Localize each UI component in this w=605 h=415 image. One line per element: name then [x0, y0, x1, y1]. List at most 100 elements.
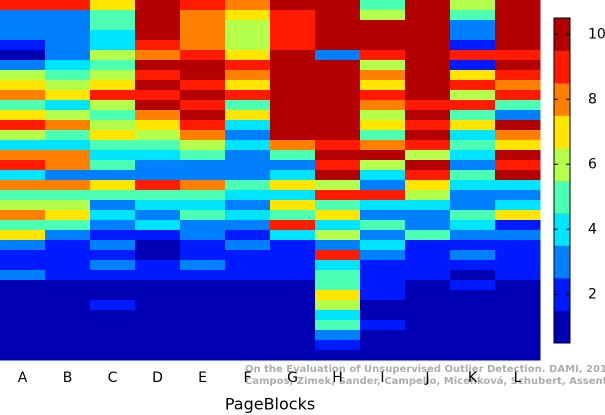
heatmap-cell — [180, 210, 226, 221]
heatmap-cell — [405, 30, 451, 41]
heatmap-cell — [90, 90, 136, 101]
heatmap-cell — [405, 10, 451, 21]
heatmap-cell — [0, 290, 46, 301]
heatmap-cell — [225, 80, 271, 91]
heatmap-cell — [225, 270, 271, 281]
heatmap-cell — [315, 190, 361, 201]
heatmap-cell — [450, 20, 496, 31]
heatmap-cell — [0, 20, 46, 31]
heatmap-cell — [405, 40, 451, 51]
heatmap-cell — [405, 260, 451, 271]
heatmap-cell — [225, 280, 271, 291]
heatmap-cell — [495, 240, 541, 251]
heatmap-cell — [450, 160, 496, 171]
heatmap-cell — [450, 230, 496, 241]
watermark: Campos, Zimek, Sander, Campello, Micenko… — [245, 375, 605, 387]
heatmap-cell — [495, 210, 541, 221]
heatmap-cell — [135, 110, 181, 121]
heatmap-cell — [315, 320, 361, 331]
heatmap-cell — [360, 110, 406, 121]
heatmap-cell — [180, 180, 226, 191]
heatmap-cell — [180, 120, 226, 131]
heatmap-cell — [360, 0, 406, 11]
heatmap-cell — [90, 330, 136, 341]
heatmap-cell — [450, 350, 496, 361]
heatmap-cell — [45, 290, 91, 301]
heatmap-cell — [135, 310, 181, 321]
heatmap-cell — [45, 210, 91, 221]
colorbar-band — [554, 148, 570, 181]
heatmap-cell — [495, 320, 541, 331]
heatmap-cell — [495, 270, 541, 281]
heatmap-cell — [180, 30, 226, 41]
heatmap-cell — [405, 200, 451, 211]
heatmap-cell — [450, 310, 496, 321]
heatmap-cell — [315, 90, 361, 101]
heatmap-cell — [135, 40, 181, 51]
heatmap-cell — [270, 290, 316, 301]
heatmap-cell — [180, 300, 226, 311]
colorbar-frame — [553, 17, 571, 344]
heatmap-cell — [405, 20, 451, 31]
heatmap-cell — [90, 10, 136, 21]
heatmap-cell — [45, 160, 91, 171]
heatmap-cell — [225, 130, 271, 141]
heatmap-cell — [495, 350, 541, 361]
heatmap-cell — [360, 180, 406, 191]
heatmap-cell — [450, 290, 496, 301]
heatmap-cell — [45, 30, 91, 41]
heatmap-cell — [225, 100, 271, 111]
heatmap-cell — [135, 160, 181, 171]
colorbar-tick-label: 8 — [588, 91, 597, 107]
heatmap-cell — [180, 280, 226, 291]
heatmap-cell — [90, 180, 136, 191]
colorbar-band — [554, 310, 570, 344]
heatmap-cell — [135, 100, 181, 111]
heatmap-cell — [45, 270, 91, 281]
heatmap-cell — [360, 330, 406, 341]
x-axis-label: PageBlocks — [225, 395, 315, 414]
heatmap-cell — [450, 40, 496, 51]
heatmap-cell — [180, 170, 226, 181]
heatmap-cell — [450, 240, 496, 251]
heatmap-cell — [405, 230, 451, 241]
heatmap-cell — [495, 80, 541, 91]
heatmap-cell — [0, 280, 46, 291]
heatmap-cell — [405, 160, 451, 171]
heatmap-cell — [90, 120, 136, 131]
heatmap-cell — [360, 170, 406, 181]
heatmap-cell — [90, 170, 136, 181]
heatmap-cell — [405, 100, 451, 111]
heatmap-cell — [315, 350, 361, 361]
heatmap-cell — [90, 160, 136, 171]
heatmap-cell — [180, 130, 226, 141]
heatmap-cell — [0, 90, 46, 101]
heatmap-cell — [270, 120, 316, 131]
heatmap-cell — [495, 60, 541, 71]
heatmap-cell — [405, 210, 451, 221]
heatmap-cell — [90, 80, 136, 91]
heatmap-cell — [405, 300, 451, 311]
heatmap-cell — [0, 350, 46, 361]
heatmap-cell — [270, 340, 316, 351]
heatmap-cell — [450, 260, 496, 271]
heatmap-cell — [405, 170, 451, 181]
heatmap-cell — [90, 260, 136, 271]
heatmap-cell — [90, 140, 136, 151]
heatmap-cell — [495, 260, 541, 271]
heatmap-cell — [360, 220, 406, 231]
x-tick-label: E — [198, 370, 207, 386]
heatmap-cell — [360, 140, 406, 151]
heatmap-cell — [450, 80, 496, 91]
heatmap-cell — [405, 0, 451, 11]
heatmap-cell — [45, 110, 91, 121]
heatmap-cell — [405, 80, 451, 91]
heatmap-cell — [315, 220, 361, 231]
heatmap-cell — [45, 130, 91, 141]
heatmap-cell — [270, 330, 316, 341]
heatmap-cell — [270, 220, 316, 231]
heatmap-cell — [0, 140, 46, 151]
heatmap-cell — [450, 220, 496, 231]
heatmap-cell — [45, 260, 91, 271]
heatmap-cell — [225, 260, 271, 271]
